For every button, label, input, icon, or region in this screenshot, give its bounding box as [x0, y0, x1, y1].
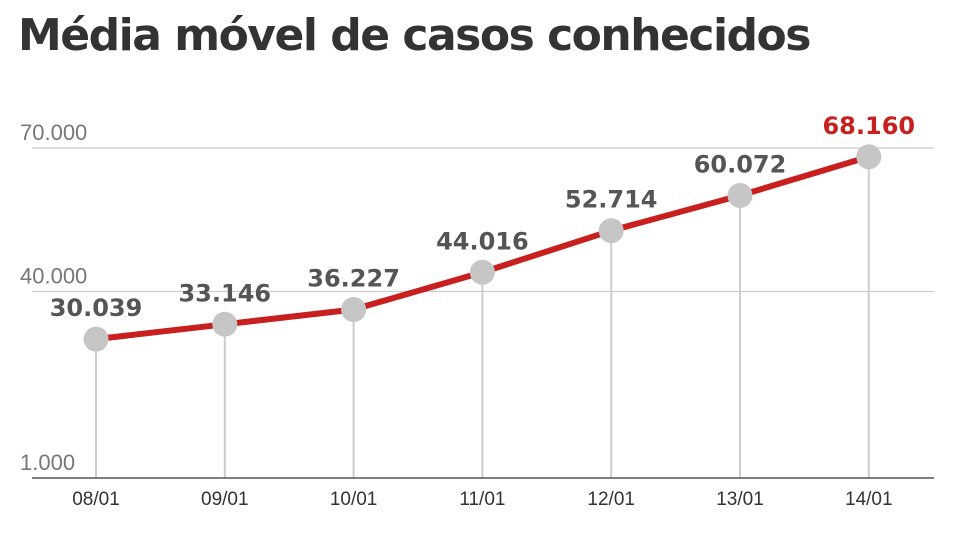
x-tick-label-2: 10/01 — [330, 489, 378, 510]
data-label-3: 44.016 — [436, 227, 529, 255]
data-label-6: 68.160 — [822, 112, 915, 140]
data-label-5: 60.072 — [694, 150, 787, 178]
data-point-1 — [212, 311, 238, 337]
drop-lines — [95, 156, 870, 478]
x-axis-ticks: 08/01 09/01 10/01 11/01 12/01 13/01 14/01 — [72, 489, 892, 510]
chart-title: Média móvel de casos conhecidos — [18, 10, 811, 61]
x-tick-label-3: 11/01 — [459, 489, 505, 510]
y-axis-ticks: 1.000 40.000 70.000 — [20, 120, 87, 475]
data-point-3 — [469, 259, 495, 285]
data-point-6 — [856, 144, 882, 170]
y-tick-label-1: 40.000 — [20, 263, 87, 288]
data-label-4: 52.714 — [565, 186, 658, 214]
x-tick-label-6: 14/01 — [845, 489, 893, 510]
x-tick-label-4: 12/01 — [587, 489, 635, 510]
data-labels: 30.039 33.146 36.227 44.016 52.714 60.072 68.1… — [50, 112, 915, 322]
data-label-0: 30.039 — [50, 294, 143, 322]
data-point-2 — [341, 297, 367, 323]
data-point-4 — [598, 218, 624, 244]
x-tick-label-0: 08/01 — [72, 489, 120, 510]
y-tick-label-0: 1.000 — [20, 450, 75, 475]
x-tick-label-5: 13/01 — [716, 489, 764, 510]
data-label-2: 36.227 — [307, 265, 400, 293]
data-label-1: 33.146 — [178, 279, 271, 307]
data-point-0 — [83, 326, 109, 352]
data-markers — [83, 144, 882, 352]
y-tick-label-2: 70.000 — [20, 120, 87, 145]
x-tick-label-1: 09/01 — [201, 489, 249, 510]
data-point-5 — [727, 182, 753, 208]
